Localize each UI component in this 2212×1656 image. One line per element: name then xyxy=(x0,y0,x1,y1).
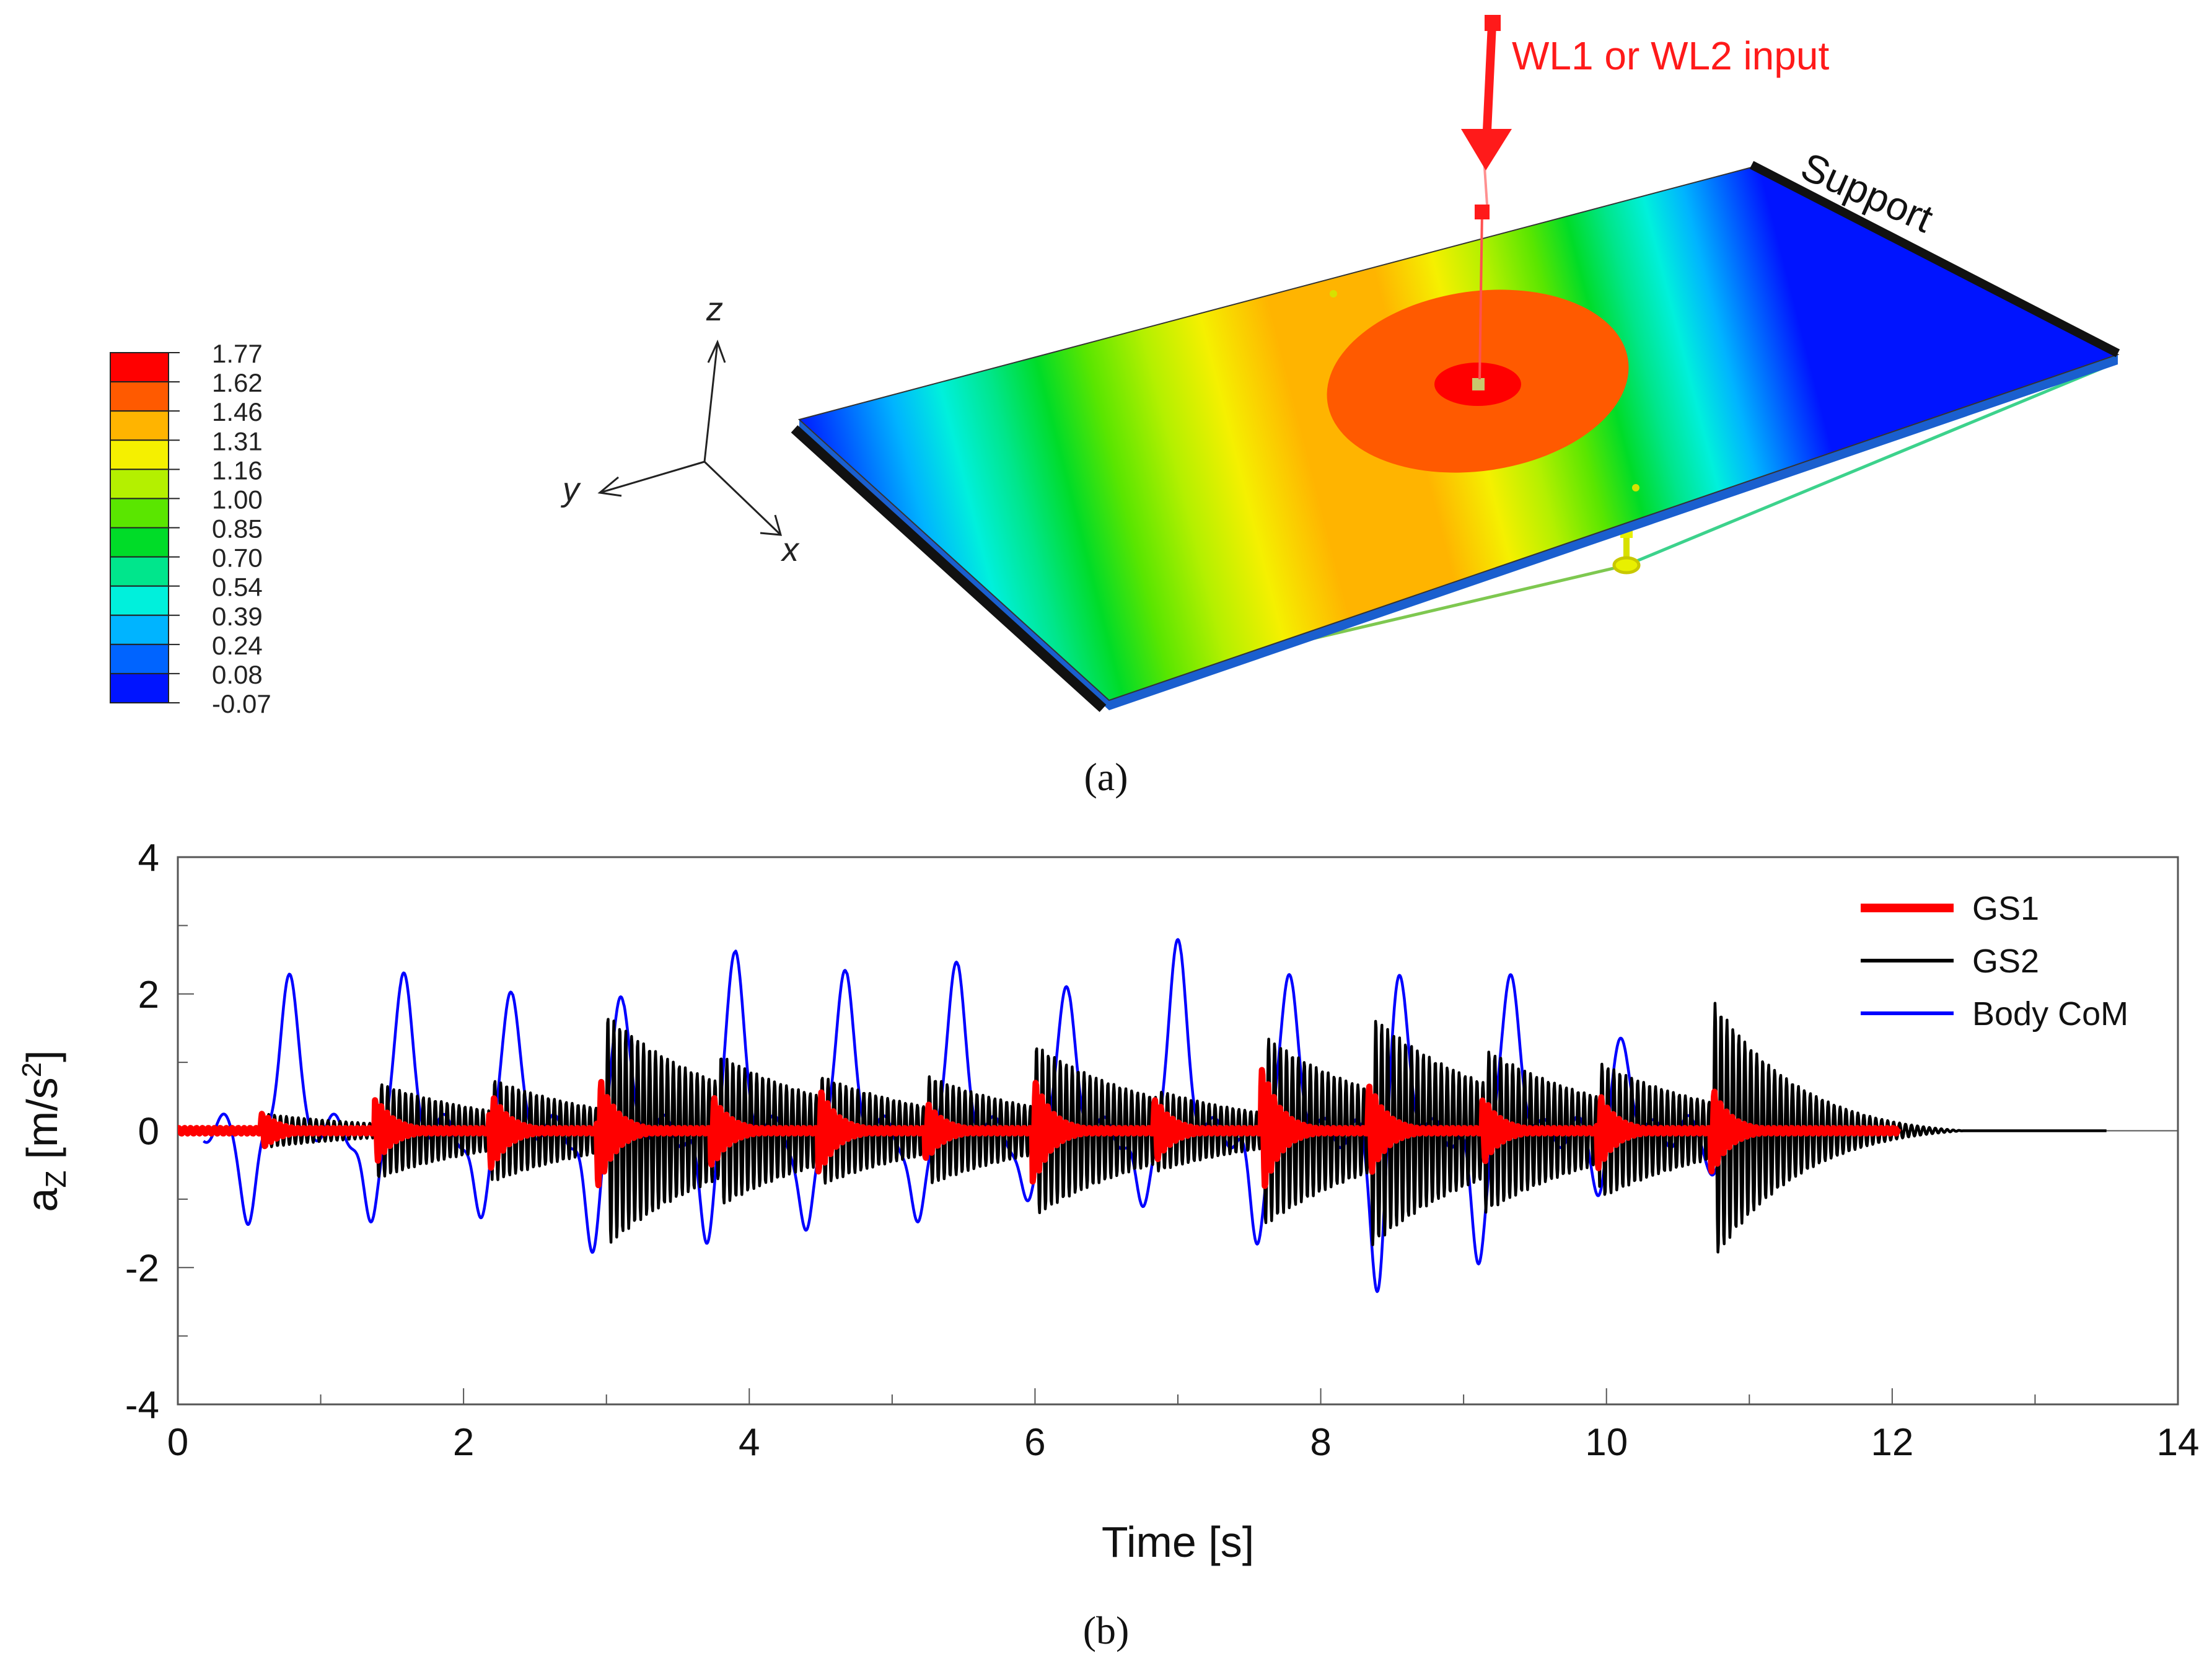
x-tick-label: 6 xyxy=(1024,1421,1045,1464)
y-tick-label: 4 xyxy=(138,837,159,879)
legend-value-label: 0.85 xyxy=(212,514,263,544)
legend-value-label: -0.07 xyxy=(212,689,271,718)
legend-color-band xyxy=(110,614,169,645)
legend-value-label: 1.16 xyxy=(212,456,263,485)
input-arrow xyxy=(1461,15,1512,380)
slab-contour xyxy=(797,166,2120,702)
legend-color-band xyxy=(110,585,169,616)
panel-b: 0 2 4 6 8 10 12 14 -4 -2 0 2 4 GS1 GS2 Body CoM Time… xyxy=(17,837,2199,1652)
axis-triad xyxy=(597,340,783,536)
legend-value-label: 1.00 xyxy=(212,485,263,514)
support-edge-right xyxy=(1749,161,2120,358)
series-line-gs1 xyxy=(178,1067,1902,1189)
legend-value-label: 0.24 xyxy=(212,631,263,660)
legend-color-band xyxy=(110,352,169,383)
legend-label-gs1: GS1 xyxy=(1972,890,2039,927)
x-tick-label: 0 xyxy=(167,1421,188,1464)
legend-label-gs2: GS2 xyxy=(1972,943,2039,980)
support-edge-left xyxy=(791,425,1107,712)
legend-value-label: 1.77 xyxy=(212,339,263,368)
x-axis-title: Time [s] xyxy=(1102,1518,1254,1566)
panel-a: 1.771.621.461.311.161.000.850.700.540.39… xyxy=(110,15,2120,799)
legend-value-label: 0.39 xyxy=(212,602,263,631)
legend-value-label: 0.08 xyxy=(212,660,263,689)
legend-color-band xyxy=(110,527,169,558)
legend-value-label: 1.46 xyxy=(212,397,263,426)
axis-label-x: x xyxy=(780,531,800,568)
legend-value-label: 1.31 xyxy=(212,426,263,456)
x-tick-label: 10 xyxy=(1585,1421,1628,1464)
legend-color-band xyxy=(110,381,169,412)
slab-marker xyxy=(1632,484,1639,491)
legend-value-label: 1.62 xyxy=(212,368,263,397)
legend-color-band xyxy=(110,498,169,529)
series-layer xyxy=(178,938,2108,1293)
y-tick-label: 0 xyxy=(138,1111,159,1153)
contour-legend: 1.771.621.461.311.161.000.850.700.540.39… xyxy=(110,339,271,718)
legend-color-band xyxy=(110,410,169,441)
legend-value-label: 0.70 xyxy=(212,544,263,573)
legend-color-band xyxy=(110,439,169,470)
legend-color-band xyxy=(110,556,169,587)
x-tick-label: 2 xyxy=(453,1421,474,1464)
caption-a: (a) xyxy=(1084,755,1128,799)
chart-legend: GS1 GS2 Body CoM xyxy=(1861,890,2128,1033)
y-tick-label: 2 xyxy=(138,974,159,1016)
slab-marker xyxy=(1330,290,1337,297)
legend-color-band xyxy=(110,469,169,500)
input-label: WL1 or WL2 input xyxy=(1512,33,1829,78)
y-tick-label: -4 xyxy=(125,1384,159,1427)
legend-color-band xyxy=(110,672,169,703)
legend-value-label: 0.54 xyxy=(212,573,263,602)
y-axis-title: aZ[m/s2] xyxy=(17,1050,72,1212)
x-tick-label: 12 xyxy=(1871,1421,1913,1464)
x-tick-label: 8 xyxy=(1310,1421,1331,1464)
axis-label-z: z xyxy=(706,291,723,328)
legend-color-band xyxy=(110,643,169,674)
axis-label-y: y xyxy=(560,471,581,508)
y-tick-label: -2 xyxy=(125,1247,159,1290)
x-tick-label: 4 xyxy=(739,1421,760,1464)
legend-label-body-com: Body CoM xyxy=(1972,995,2128,1033)
caption-b: (b) xyxy=(1083,1608,1130,1652)
x-tick-label: 14 xyxy=(2157,1421,2200,1464)
